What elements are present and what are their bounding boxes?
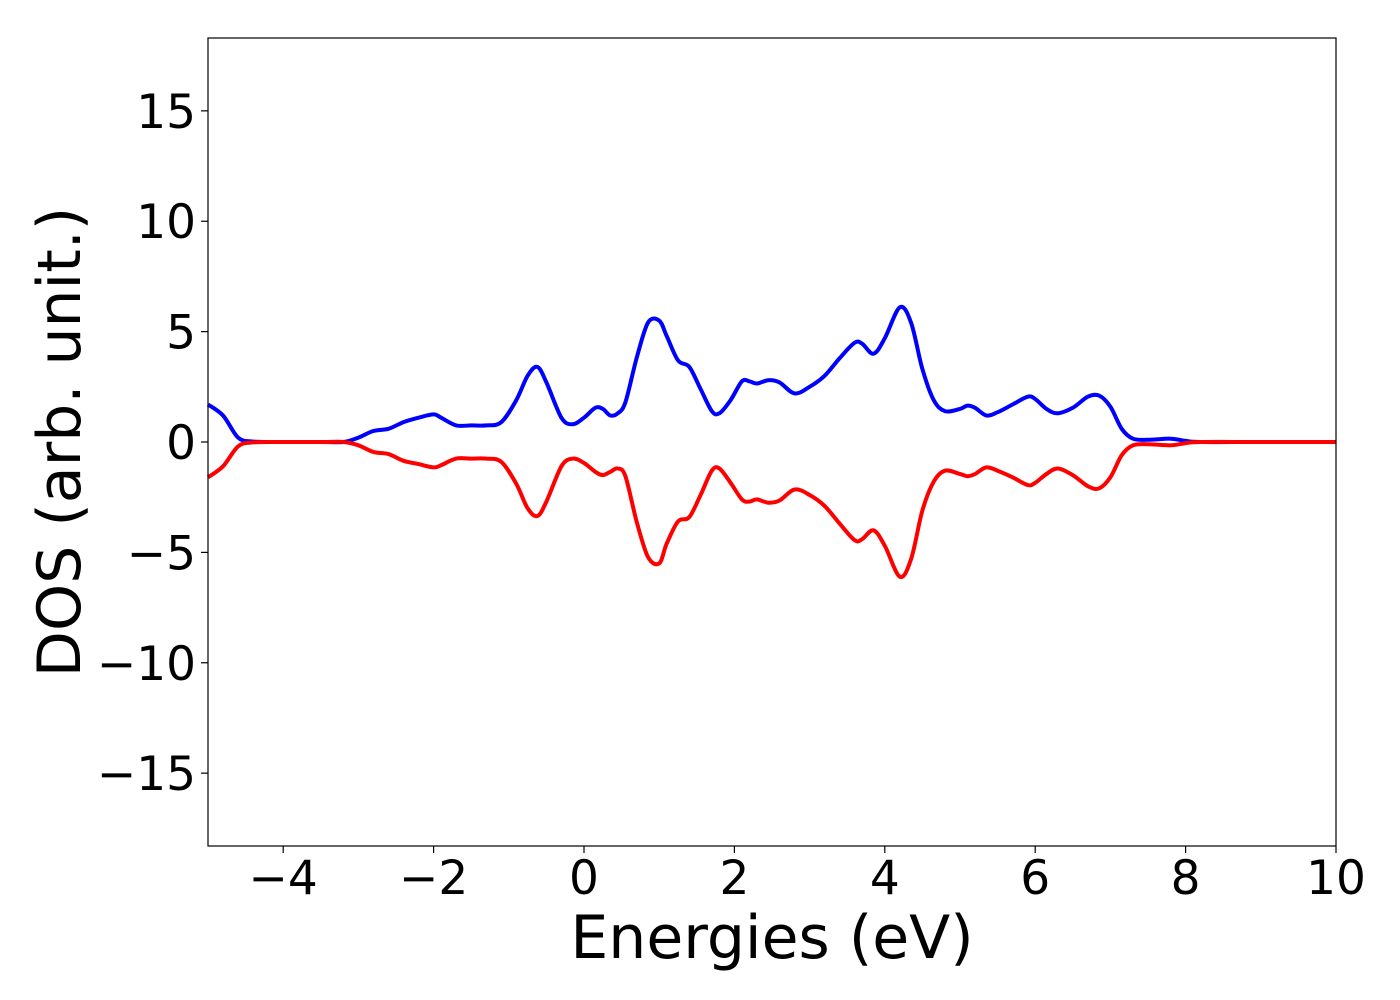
y-tick-label: −15 [97,747,196,802]
y-tick-label: 10 [136,195,196,250]
y-tick-label: 0 [166,416,196,471]
y-tick-label: −5 [127,526,196,581]
x-tick-label: 2 [719,851,749,906]
x-tick-label: 4 [870,851,900,906]
y-tick-label: −10 [97,637,196,692]
x-axis-title: Energies (eV) [570,903,973,973]
ticks-layer: −4 −2 0 2 4 6 8 10 −15 −10 −5 0 5 10 15 [97,85,1366,906]
x-tick-label: 0 [569,851,599,906]
y-axis-title: DOS (arb. unit.) [25,207,95,677]
x-tick-label: −4 [249,851,318,906]
series-layer [206,304,1336,579]
x-tick-label: 10 [1306,851,1366,906]
series-line-spin-down [206,439,1336,579]
plot-frame [207,37,1337,847]
x-tick-label: −2 [399,851,468,906]
y-tick-label: 15 [136,85,196,140]
y-tick-label: 5 [166,306,196,361]
series-line-spin-up [206,304,1336,445]
x-tick-label: 6 [1020,851,1050,906]
x-tick-label: 8 [1171,851,1201,906]
